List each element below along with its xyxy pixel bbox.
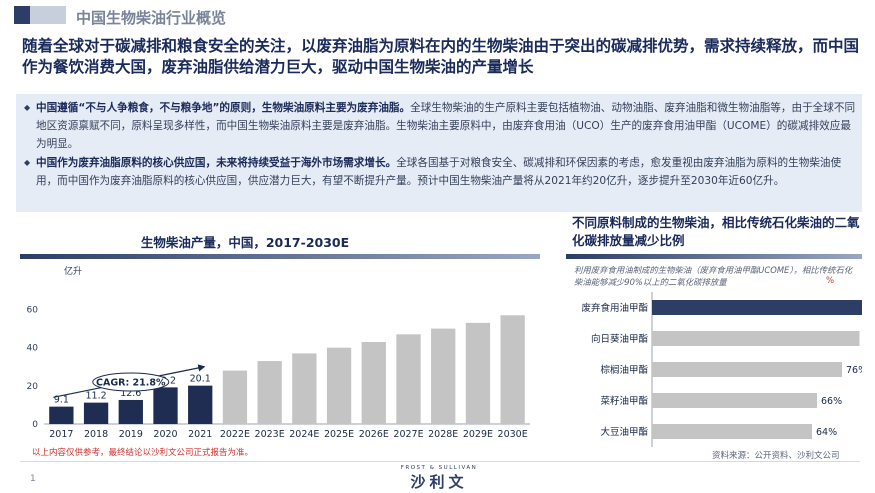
bar bbox=[153, 387, 178, 424]
x-tick-label: 2025E bbox=[324, 429, 354, 440]
bar bbox=[465, 322, 491, 424]
header-accent-shape bbox=[14, 6, 34, 24]
x-tick-label: 2028E bbox=[428, 429, 458, 440]
bullet-marker-icon: ◆ bbox=[24, 158, 31, 167]
category-label: 向日葵油甲酯 bbox=[591, 333, 649, 345]
x-tick-label: 2019 bbox=[119, 429, 143, 440]
bar bbox=[49, 406, 74, 424]
x-tick-label: 2022E bbox=[220, 429, 250, 440]
right-chart-underline bbox=[566, 254, 862, 259]
bullet-marker-icon: ◆ bbox=[24, 103, 31, 112]
bar bbox=[396, 334, 421, 424]
y-tick-label: 0 bbox=[32, 420, 38, 430]
bar bbox=[431, 328, 456, 424]
hbar-value-label: 66% bbox=[821, 396, 842, 407]
hbar bbox=[652, 300, 862, 315]
x-tick-label: 2020 bbox=[153, 429, 177, 440]
x-tick-label: 2024E bbox=[289, 429, 319, 440]
left-chart-title: 生物柴油产量，中国，2017-2030E bbox=[140, 235, 350, 250]
x-tick-label: 2023E bbox=[255, 429, 285, 440]
cagr-label: CAGR: 21.8% bbox=[96, 378, 166, 389]
percent-unit-label: % bbox=[826, 276, 835, 286]
x-tick-label: 2030E bbox=[498, 429, 528, 440]
summary-bold-2: 中国作为废弃油脂原料的核心供应国，未来将持续受益于海外市场需求增长。 bbox=[36, 157, 397, 169]
right-chart-subtitle: 利用废弃食用油制成的生物柴油（废弃食用油甲酯UCOME），相比传统石化柴油能够减… bbox=[574, 265, 853, 287]
footnote: 以上内容仅供参考，最终结论以沙利文公司正式报告为准。 bbox=[32, 448, 254, 458]
y-tick-label: 40 bbox=[27, 344, 39, 354]
bar bbox=[188, 385, 213, 424]
bar bbox=[500, 315, 525, 424]
x-tick-label: 2017 bbox=[49, 429, 73, 440]
page-title: 中国生物柴油行业概览 bbox=[76, 9, 227, 27]
cagr-badge bbox=[92, 372, 170, 392]
category-label: 菜籽油甲酯 bbox=[600, 395, 648, 407]
bar bbox=[222, 370, 248, 424]
summary-box: ◆ 中国遵循“不与人争粮食，不与粮争地”的原则，生物柴油原料主要为废弃油脂。全球… bbox=[16, 94, 862, 212]
bar bbox=[361, 341, 386, 424]
bar-value-label: 9.1 bbox=[54, 395, 69, 406]
left-chart-underline bbox=[20, 254, 540, 259]
y-tick-label: 20 bbox=[27, 382, 39, 392]
brand-subtitle: FROST & SULLIVAN bbox=[400, 465, 478, 471]
hbar bbox=[652, 331, 860, 346]
footer-divider bbox=[20, 461, 860, 462]
summary-text-1: 全球生物柴油的生产原料主要包括植物油、动物油脂、废弃油脂和微生物油脂等，由于全球… bbox=[36, 102, 856, 150]
x-tick-label: 2018 bbox=[84, 429, 108, 440]
y-axis-unit-label: 亿升 bbox=[64, 267, 83, 277]
header-bar: 中国生物柴油行业概览 bbox=[0, 0, 875, 30]
emission-reduction-chart: 废弃食用油甲酯93%向日葵油甲酯83%棕榈油甲酯76%菜籽油甲酯66%大豆油甲酯… bbox=[581, 292, 862, 447]
hbar bbox=[652, 424, 812, 439]
summary-text-2: 全球各国基于对粮食安全、碳减排和环保因素的考虑，愈发重视由废弃油脂为原料的生物柴… bbox=[36, 157, 842, 187]
right-chart-title: 不同原料制成的生物柴油，相比传统石化柴油的二氧化碳排放量减少比例 bbox=[572, 215, 860, 248]
summary-bold-1: 中国遵循“不与人争粮食，不与粮争地”的原则，生物柴油原料主要为废弃油脂。 bbox=[36, 102, 411, 114]
hbar bbox=[652, 393, 817, 408]
category-label: 大豆油甲酯 bbox=[600, 426, 648, 438]
hbar-value-label: 76% bbox=[846, 365, 862, 376]
category-label: 废弃食用油甲酯 bbox=[581, 302, 648, 314]
bar bbox=[118, 399, 143, 424]
bar-value-label: 11.2 bbox=[85, 391, 106, 402]
hbar bbox=[652, 362, 842, 377]
x-tick-label: 2027E bbox=[393, 429, 423, 440]
source-note: 资料来源：公开资料、沙利文公司 bbox=[712, 451, 840, 461]
hbar-value-label: 64% bbox=[816, 427, 837, 438]
summary-paragraph-1: ◆ 中国遵循“不与人争粮食，不与粮争地”的原则，生物柴油原料主要为废弃油脂。全球… bbox=[24, 99, 860, 153]
headline: 随着全球对于碳减排和粮食安全的关注，以废弃油脂为原料在内的生物柴油由于突出的碳减… bbox=[22, 37, 860, 76]
bar bbox=[83, 402, 109, 424]
bar-value-label: 20.1 bbox=[190, 374, 211, 385]
bar-value-label: 12.6 bbox=[120, 388, 141, 399]
x-tick-label: 2021 bbox=[188, 429, 212, 440]
brand-logo: 沙利文 bbox=[410, 473, 468, 491]
header-accent-shape-light bbox=[30, 6, 66, 24]
y-tick-label: 60 bbox=[27, 306, 39, 316]
bar bbox=[326, 347, 352, 424]
category-label: 棕榈油甲酯 bbox=[600, 364, 648, 376]
x-tick-label: 2029E bbox=[463, 429, 493, 440]
production-bar-chart: 02040609.1201711.2201812.6201919.2202020… bbox=[27, 306, 530, 440]
x-tick-label: 2026E bbox=[359, 429, 389, 440]
bar bbox=[257, 361, 282, 424]
page-number: 1 bbox=[30, 474, 36, 484]
summary-paragraph-2: ◆ 中国作为废弃油脂原料的核心供应国，未来将持续受益于海外市场需求增长。全球各国… bbox=[24, 154, 860, 190]
bar bbox=[292, 353, 317, 424]
